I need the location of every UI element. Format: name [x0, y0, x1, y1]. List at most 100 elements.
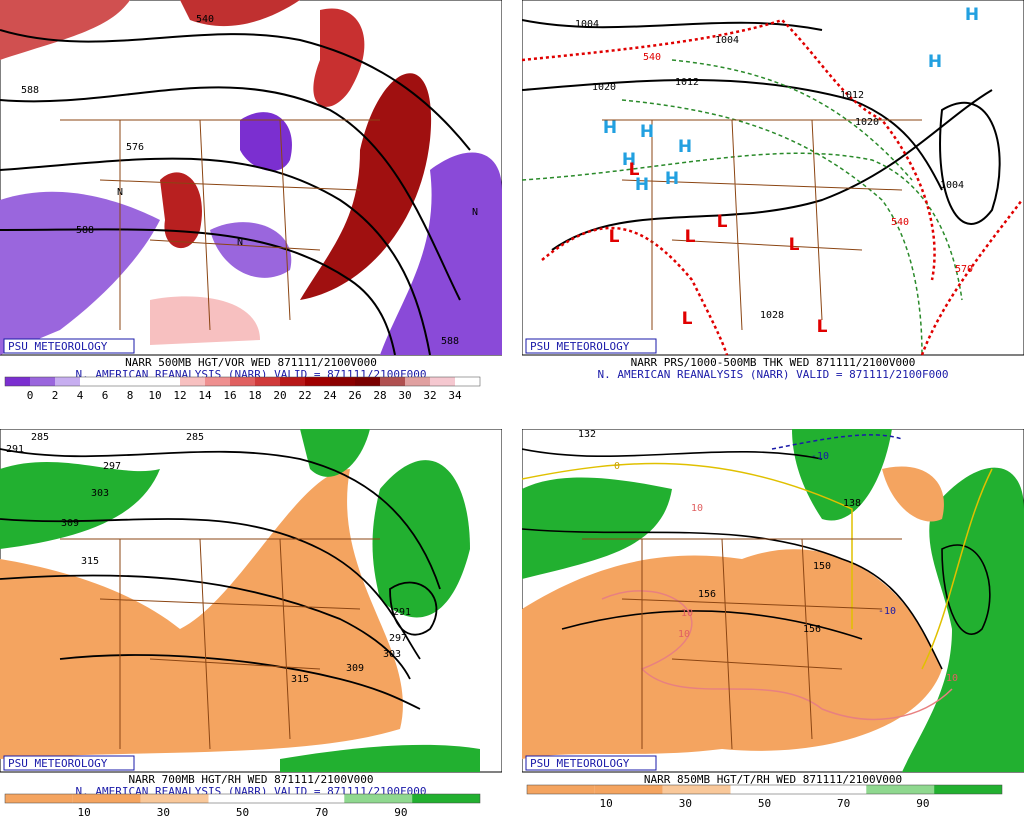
colorbar-cell [280, 377, 305, 386]
height-contours [522, 448, 991, 670]
contour-label: 156 [803, 624, 821, 635]
colorbar-label: 10 [78, 806, 91, 819]
colorbar-cell [205, 377, 230, 386]
colorbar-label: 30 [398, 389, 411, 402]
colorbar-label: 30 [679, 797, 692, 810]
pressure-center: L [717, 212, 728, 232]
colorbar-label: 70 [315, 806, 328, 819]
contour-label: 1004 [715, 35, 739, 46]
colorbar-cell [105, 377, 130, 386]
contour-label: N [117, 187, 123, 198]
contour-label: 10 [678, 629, 690, 640]
colorbar-label: 10 [600, 797, 613, 810]
pressure-center: L [682, 309, 693, 329]
contour-label: 315 [81, 556, 99, 567]
contour-label: 291 [6, 444, 24, 455]
contour-label: 1020 [855, 117, 879, 128]
pressure-center: L [609, 227, 620, 247]
contour-label: -10 [878, 606, 896, 617]
contour-label: 1012 [840, 90, 864, 101]
colorbar-label: 90 [916, 797, 929, 810]
colorbar-label: 18 [248, 389, 261, 402]
contour-label: 588 [76, 225, 94, 236]
colorbar-cell [662, 785, 731, 794]
colorbar-cell [527, 785, 595, 794]
colorbar-label: 50 [758, 797, 771, 810]
panel-thickness: 1004 1004 1012 1020 1012 1004 1028 1020 540 570 54… [522, 0, 1024, 381]
colorbar-cell [405, 377, 430, 386]
colorbar-label: 50 [236, 806, 249, 819]
colorbar-cell [866, 785, 935, 794]
stamp-box [525, 338, 657, 354]
colorbar-cell [255, 377, 280, 386]
contour-label: 10 [691, 503, 703, 514]
contour-label: 297 [103, 461, 121, 472]
colorbar-label: 30 [157, 806, 170, 819]
pressure-center: L [685, 227, 696, 247]
colorbar-cell [155, 377, 180, 386]
contour-label: 303 [383, 649, 401, 660]
borders [60, 538, 380, 750]
colorbar-label: 24 [323, 389, 337, 402]
pressure-center: H [928, 52, 942, 72]
pressure-center: H [635, 175, 649, 195]
contour-label: 10 [946, 673, 958, 684]
stamp: PSU METEOROLOGY [530, 340, 630, 353]
colorbar-label: 32 [423, 389, 436, 402]
colorbar-label: 14 [198, 389, 212, 402]
colorbar-cell [305, 377, 330, 386]
colorbar-cell [594, 785, 663, 794]
contour-label: 150 [813, 561, 831, 572]
colorbar-frame [4, 793, 481, 804]
contour-label: 1004 [575, 19, 599, 30]
colorbar-label: 26 [348, 389, 361, 402]
colorbar-cell [380, 377, 405, 386]
colorbar-label: 2 [52, 389, 59, 402]
colorbar-label: 28 [373, 389, 386, 402]
contour-label: 588 [441, 336, 459, 347]
colorbar-cell [430, 377, 455, 386]
contour-label: 132 [578, 429, 596, 440]
contour-label: 540 [643, 52, 661, 63]
colorbar-cell [355, 377, 380, 386]
contour-label: N [472, 207, 478, 218]
colorbar-cell [276, 794, 345, 803]
contour-label: -10 [811, 451, 829, 462]
pressure-center: H [603, 118, 617, 138]
colorbar-cell [55, 377, 80, 386]
panel-500mb: 540 588 576 588 588 N N N PSU METEOROLOGY NARR 50… [0, 0, 502, 402]
caption: NARR 500MB HGT/VOR WED 871111/2100V000 [125, 356, 377, 369]
stamp-box [525, 755, 657, 771]
colorbar-cell [344, 794, 413, 803]
contour-label: 1004 [940, 180, 964, 191]
colorbar-cell [330, 377, 355, 386]
colorbar-frame [526, 784, 1003, 795]
contour-label: 138 [843, 498, 861, 509]
contour-label: 315 [291, 674, 309, 685]
colorbar-label: 34 [448, 389, 462, 402]
contour-label: 309 [61, 518, 79, 529]
pressure-contours [522, 19, 1001, 251]
contour-label: 1020 [592, 82, 616, 93]
contour-label: 309 [346, 663, 364, 674]
contour-label: N [237, 237, 243, 248]
colorbar-cell [130, 377, 155, 386]
colorbar-label: 12 [173, 389, 186, 402]
stamp-box [3, 755, 135, 771]
colorbar-cell [934, 785, 1002, 794]
height-contours [0, 29, 471, 356]
colorbar-label: 4 [77, 389, 84, 402]
pressure-center: L [789, 235, 800, 255]
temperature-contours [522, 434, 993, 721]
contour-label: 576 [126, 142, 144, 153]
pressure-center: H [678, 137, 692, 157]
pressure-center: H [640, 122, 654, 142]
borders [582, 538, 902, 750]
contour-label: 285 [31, 432, 49, 443]
colorbar-label: 0 [27, 389, 34, 402]
pressure-center: H [665, 169, 679, 189]
colorbar-label: 22 [298, 389, 311, 402]
contour-label: 156 [698, 589, 716, 600]
pressure-center: L [817, 317, 828, 337]
contour-label: 540 [891, 217, 909, 228]
